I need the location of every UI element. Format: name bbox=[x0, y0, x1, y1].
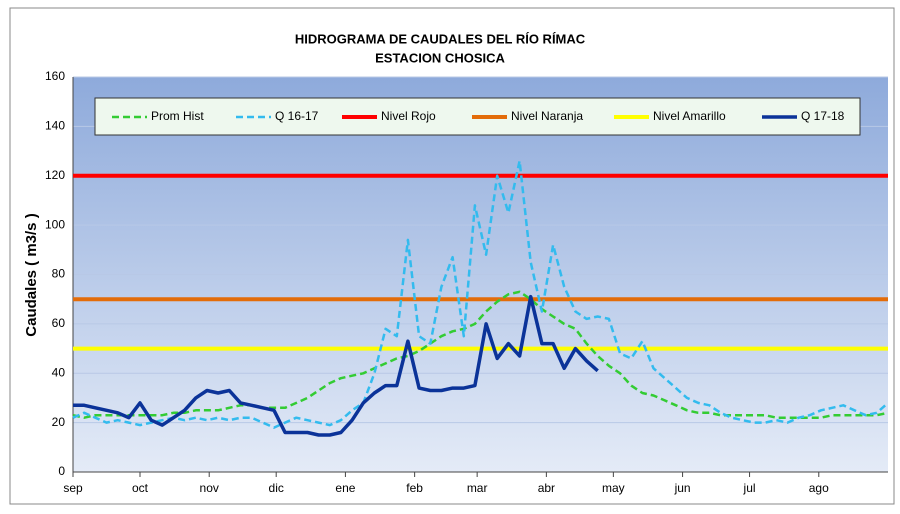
x-tick-label: oct bbox=[132, 481, 149, 495]
y-tick-label: 100 bbox=[45, 217, 65, 231]
x-tick-label: dic bbox=[269, 481, 284, 495]
x-tick-label: mar bbox=[467, 481, 488, 495]
legend-label: Q 17-18 bbox=[801, 109, 845, 123]
x-tick-label: feb bbox=[406, 481, 423, 495]
chart-title: HIDROGRAMA DE CAUDALES DEL RÍO RÍMAC bbox=[295, 31, 586, 46]
x-tick-label: ago bbox=[809, 481, 829, 495]
y-tick-label: 140 bbox=[45, 119, 65, 133]
y-axis-label: Caudales ( m3/s ) bbox=[23, 213, 40, 336]
y-tick-label: 20 bbox=[52, 415, 66, 429]
x-tick-label: abr bbox=[538, 481, 555, 495]
legend-label: Nivel Amarillo bbox=[653, 109, 726, 123]
x-tick-label: may bbox=[602, 481, 625, 495]
y-tick-label: 160 bbox=[45, 69, 65, 83]
y-tick-label: 0 bbox=[58, 464, 65, 478]
chart-subtitle: ESTACION CHOSICA bbox=[375, 50, 505, 65]
x-tick-label: ene bbox=[335, 481, 355, 495]
x-tick-label: jul bbox=[743, 481, 756, 495]
legend-label: Nivel Rojo bbox=[381, 109, 436, 123]
y-tick-label: 60 bbox=[52, 316, 66, 330]
y-tick-label: 80 bbox=[52, 267, 66, 281]
y-tick-label: 40 bbox=[52, 365, 66, 379]
legend-label: Q 16-17 bbox=[275, 109, 319, 123]
x-tick-label: nov bbox=[200, 481, 219, 495]
series-line bbox=[73, 294, 599, 437]
legend-label: Prom Hist bbox=[151, 109, 204, 123]
legend-label: Nivel Naranja bbox=[511, 109, 583, 123]
x-tick-label: jun bbox=[674, 481, 691, 495]
y-tick-label: 120 bbox=[45, 168, 65, 182]
x-tick-label: sep bbox=[63, 481, 83, 495]
series-line bbox=[72, 290, 889, 419]
